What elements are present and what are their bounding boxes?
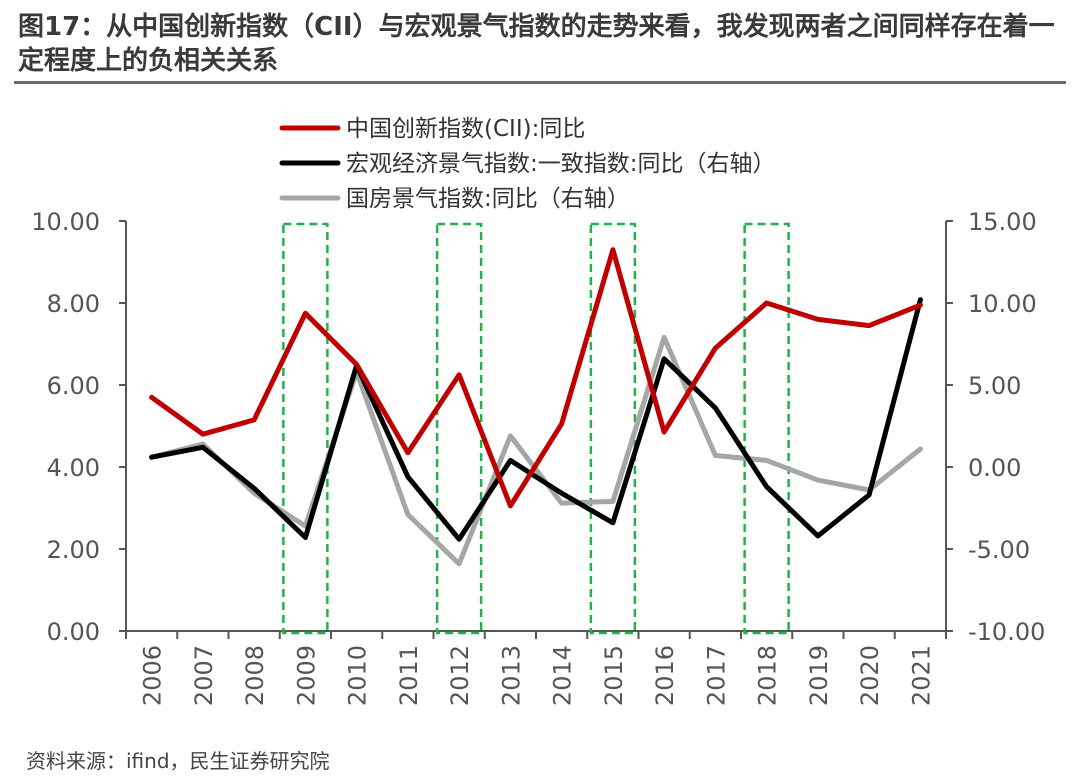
left-tick-label: 6.00 xyxy=(47,372,100,400)
x-tick-label: 2015 xyxy=(600,645,628,706)
line-chart: 0.00 2.00 4.00 6.00 8.00 10.00 -10.00 -5.00 0.00… xyxy=(31,116,1045,706)
series-line-2 xyxy=(149,334,923,567)
highlight-box-2012 xyxy=(435,222,483,635)
highlight-box-2009 xyxy=(282,222,329,635)
x-tick-label: 2020 xyxy=(856,645,884,706)
right-tick-label: -5.00 xyxy=(968,536,1030,564)
x-tick-label: 2010 xyxy=(344,645,372,706)
series-lines xyxy=(149,247,923,567)
x-tick-label: 2007 xyxy=(190,645,218,706)
legend-label-1: 宏观经济景气指数:一致指数:同比（右轴） xyxy=(346,151,776,177)
x-tick-label: 2021 xyxy=(907,645,935,706)
left-tick-label: 2.00 xyxy=(47,536,100,564)
x-tick-label: 2014 xyxy=(549,645,577,706)
x-tick-label: 2018 xyxy=(754,645,782,706)
x-tick-label: 2013 xyxy=(497,645,525,706)
x-tick-label: 2009 xyxy=(292,645,320,706)
highlight-box-2015 xyxy=(589,222,637,635)
x-tick-label: 2017 xyxy=(702,645,730,706)
x-tick-label: 2019 xyxy=(805,645,833,706)
chart-frame: 0.00 2.00 4.00 6.00 8.00 10.00 -10.00 -5.00 0.00… xyxy=(31,208,1045,706)
right-tick-label: 5.00 xyxy=(968,372,1021,400)
right-tick-label: 10.00 xyxy=(968,290,1037,318)
right-tick-label: -10.00 xyxy=(968,618,1045,646)
source-note: 资料来源：ifind，民生证券研究院 xyxy=(26,749,330,773)
x-tick-label: 2012 xyxy=(446,645,474,706)
figure-title: 图17：从中国创新指数（CII）与宏观景气指数的走势来看，我发现两者之间同样存在… xyxy=(18,12,1055,76)
highlight-boxes xyxy=(282,222,790,635)
left-tick-label: 10.00 xyxy=(31,208,100,236)
series-line-0 xyxy=(149,247,923,509)
title-divider xyxy=(14,81,1066,84)
x-tick-label: 2016 xyxy=(651,645,679,706)
x-tick-label: 2008 xyxy=(241,645,269,706)
left-tick-label: 4.00 xyxy=(47,454,100,482)
x-tick-label: 2011 xyxy=(395,645,423,706)
legend-label-0: 中国创新指数(CII):同比 xyxy=(346,116,585,142)
legend-label-2: 国房景气指数:同比（右轴） xyxy=(346,186,630,212)
right-tick-label: 15.00 xyxy=(968,208,1037,236)
highlight-box-2018 xyxy=(743,222,790,635)
left-tick-label: 8.00 xyxy=(47,290,100,318)
left-tick-label: 0.00 xyxy=(47,618,100,646)
right-tick-label: 0.00 xyxy=(968,454,1021,482)
x-tick-label: 2006 xyxy=(139,645,167,706)
series-line-1 xyxy=(149,297,923,542)
